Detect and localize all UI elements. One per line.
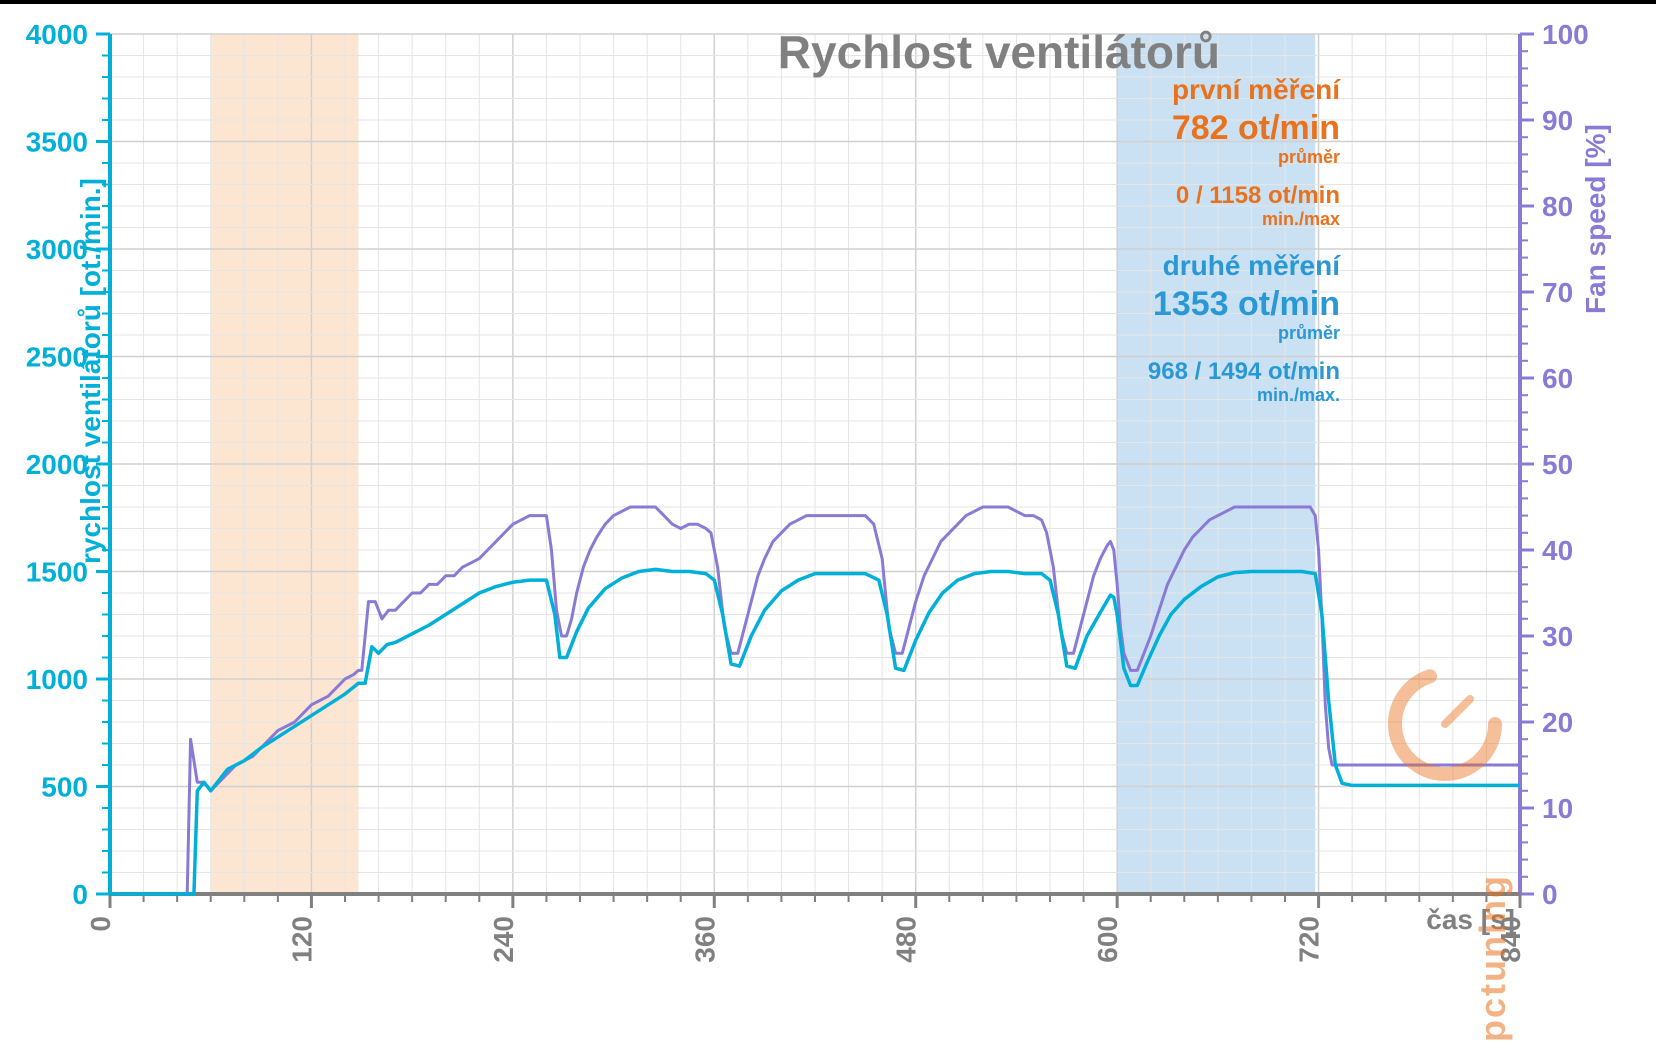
- axis-label-right: Fan speed [%]: [1580, 124, 1611, 314]
- tick-label-right: 40: [1542, 535, 1573, 566]
- tick-label-right: 70: [1542, 277, 1573, 308]
- tick-label-left: 0: [72, 879, 88, 910]
- axis-label-left: rychlost ventilátorů [ot./min.]: [75, 178, 106, 564]
- stat-avg: 1353 ot/min: [1153, 285, 1340, 323]
- stat-minmax: 968 / 1494 ot/min: [1148, 358, 1340, 385]
- tick-label-bottom: 720: [1294, 916, 1325, 963]
- tick-label-bottom: 240: [488, 916, 519, 963]
- stat-title: první měření: [1172, 74, 1341, 105]
- tick-label-left: 500: [41, 772, 88, 803]
- stat-minmax: 0 / 1158 ot/min: [1176, 182, 1340, 209]
- tick-label-right: 50: [1542, 449, 1573, 480]
- tick-label-bottom: 600: [1092, 916, 1123, 963]
- tick-label-bottom: 0: [85, 916, 116, 932]
- tick-label-right: 0: [1542, 879, 1558, 910]
- watermark-needle: [1445, 699, 1470, 724]
- tick-label-bottom: 480: [891, 916, 922, 963]
- stat-avg-label: průměr: [1278, 323, 1340, 343]
- stat-avg: 782 ot/min: [1172, 109, 1340, 147]
- stat-title: druhé měření: [1163, 250, 1342, 281]
- tick-label-right: 90: [1542, 105, 1573, 136]
- stat-minmax-label: min./max: [1262, 209, 1340, 229]
- chart-title: Rychlost ventilátorů: [778, 26, 1220, 78]
- tick-label-right: 100: [1542, 19, 1589, 50]
- tick-label-right: 20: [1542, 707, 1573, 738]
- tick-label-right: 30: [1542, 621, 1573, 652]
- tick-label-right: 60: [1542, 363, 1573, 394]
- tick-label-left: 3500: [26, 127, 88, 158]
- stat-avg-label: průměr: [1278, 147, 1340, 167]
- tick-label-right: 10: [1542, 793, 1573, 824]
- fan-speed-chart: 0500100015002000250030003500400001020304…: [0, 4, 1656, 1048]
- tick-label-bottom: 120: [286, 916, 317, 963]
- tick-label-right: 80: [1542, 191, 1573, 222]
- tick-label-left: 1000: [26, 664, 88, 695]
- tick-label-bottom: 360: [689, 916, 720, 963]
- watermark-text: pctuning: [1472, 874, 1513, 1042]
- tick-label-left: 4000: [26, 19, 88, 50]
- stat-minmax-label: min./max.: [1257, 385, 1340, 405]
